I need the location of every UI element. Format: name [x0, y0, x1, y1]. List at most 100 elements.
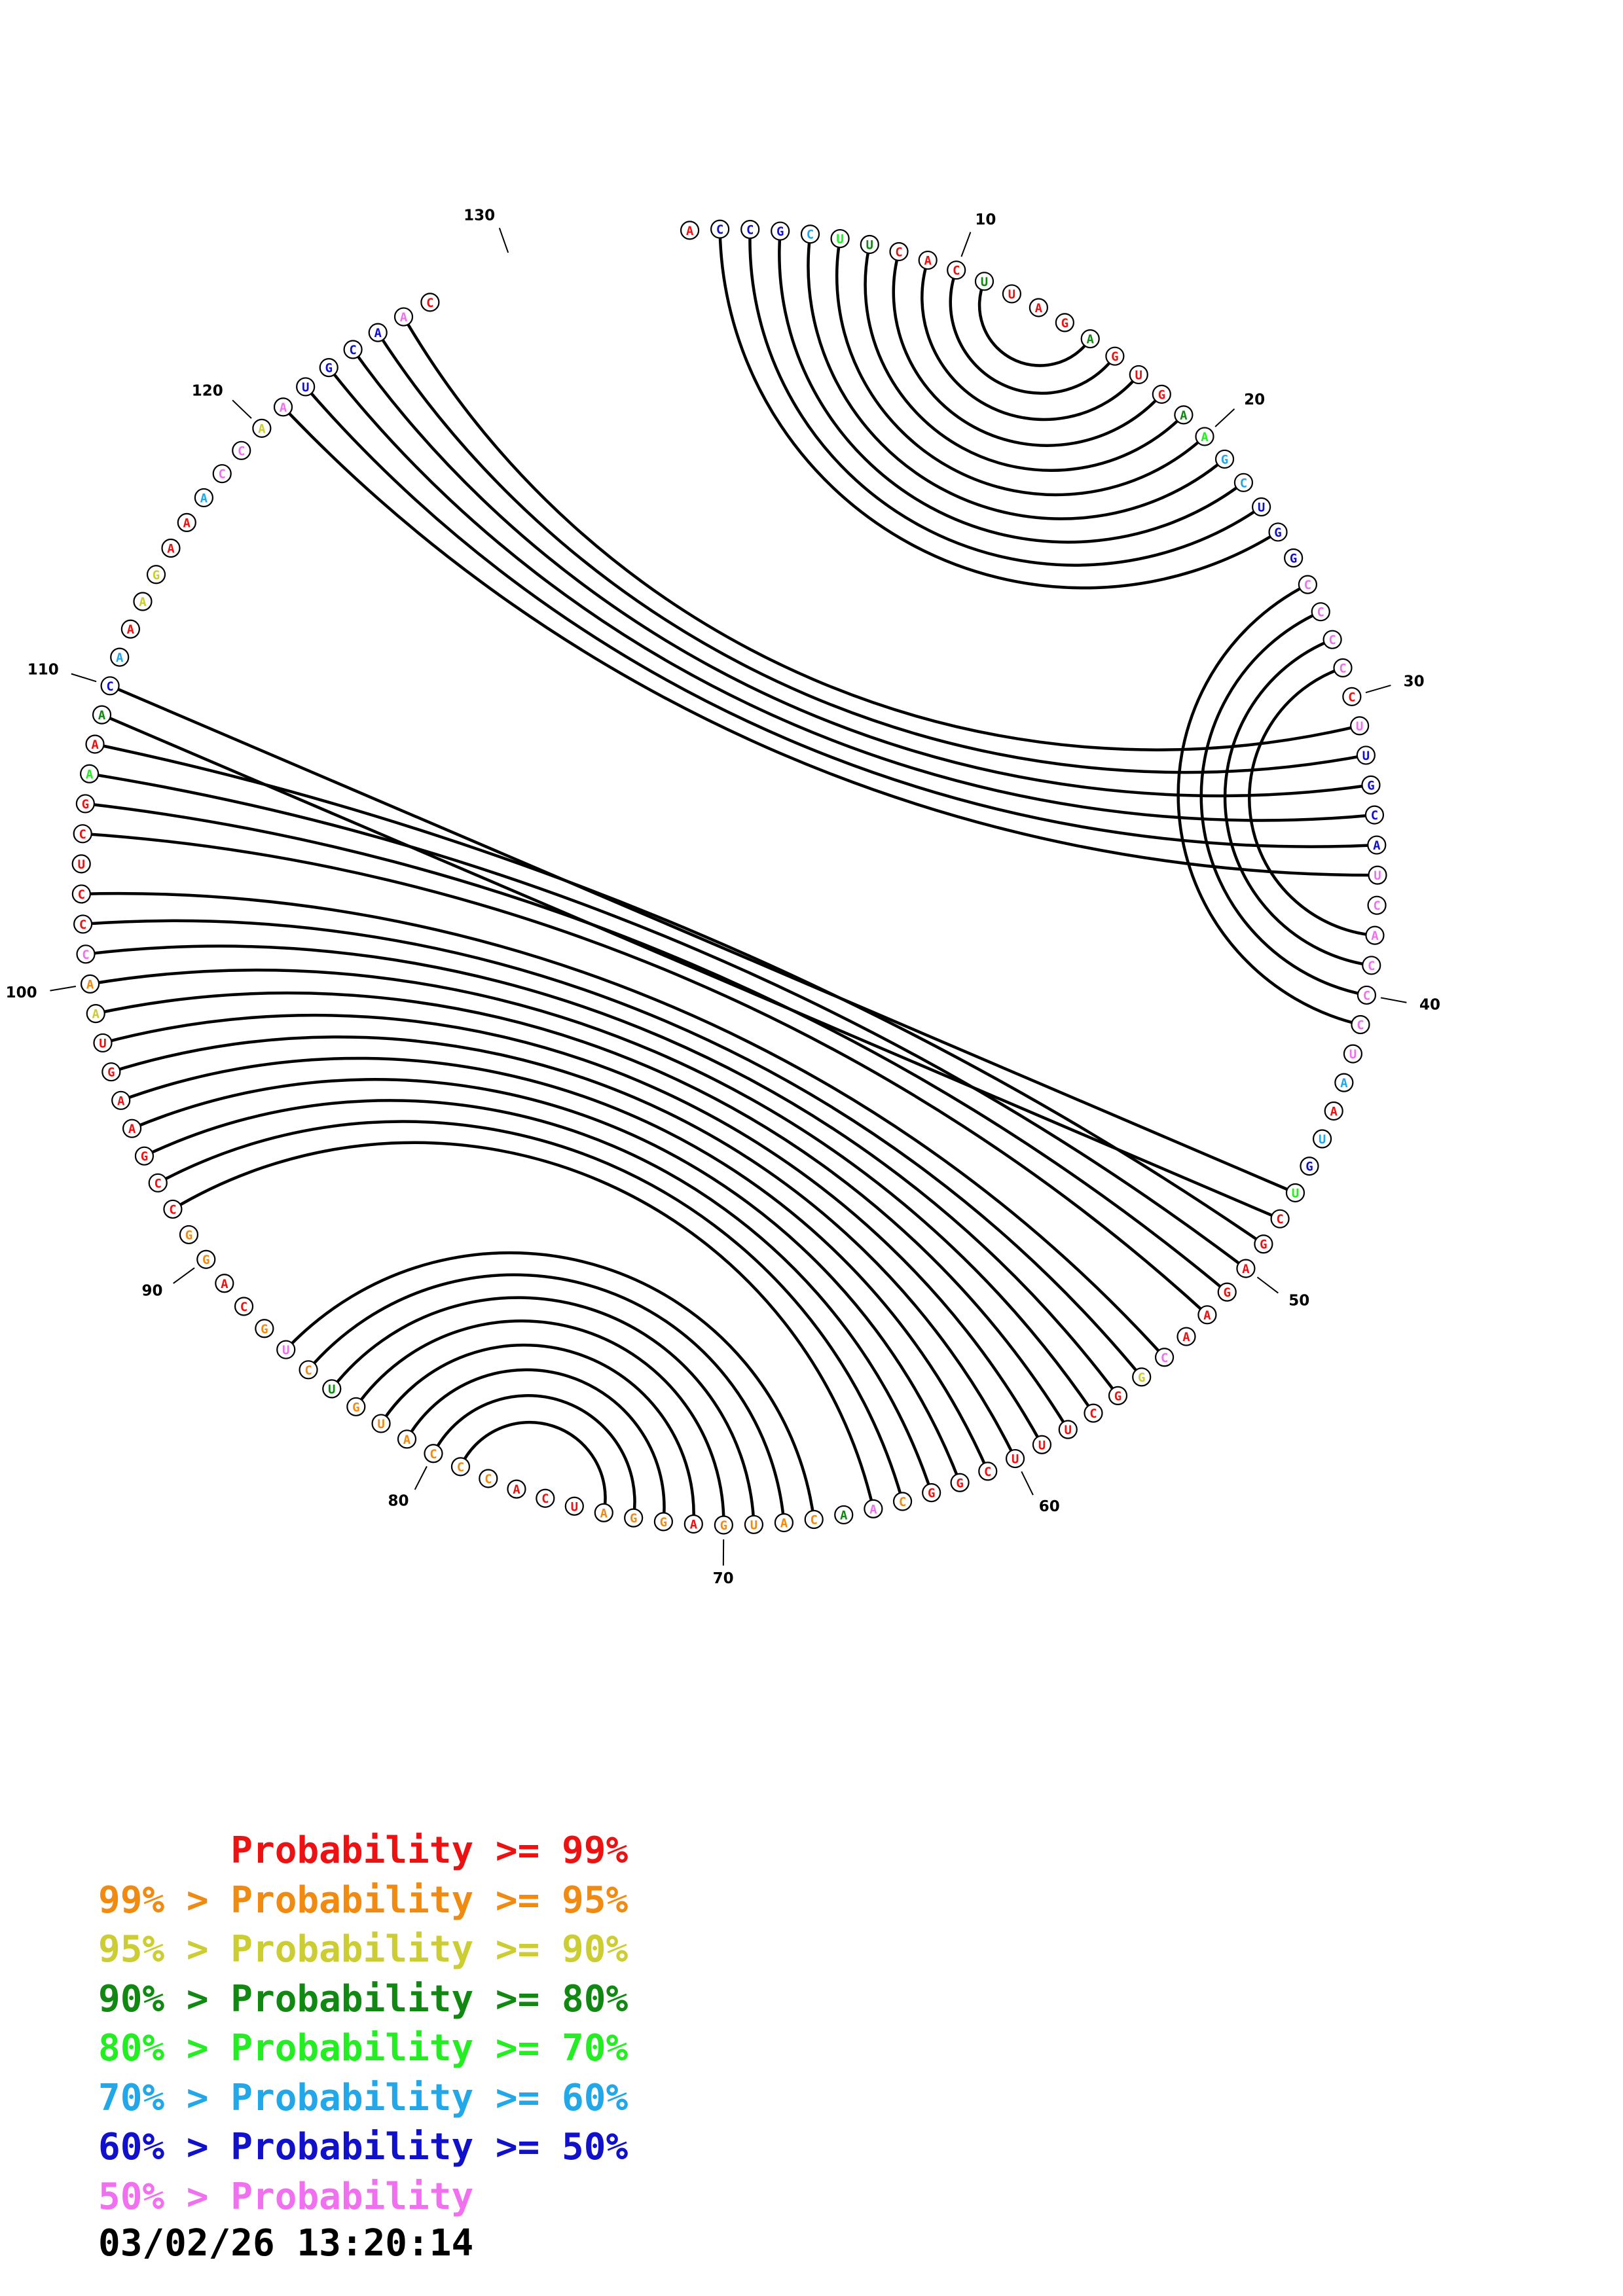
nucleotide-circle	[1029, 298, 1048, 317]
tick-line-40	[1380, 997, 1407, 1003]
legend-prefix: 99% >	[98, 1878, 231, 1922]
nucleotide-letter: C	[1161, 1351, 1168, 1365]
nucleotide-127: C	[420, 293, 440, 312]
legend-row: 70% > Probability >= 60%	[98, 2073, 628, 2123]
nucleotide-letter: U	[1258, 501, 1265, 515]
nucleotide-92: C	[163, 1199, 183, 1219]
nucleotide-circle	[479, 1469, 498, 1488]
nucleotide-letter: C	[1368, 959, 1375, 973]
nucleotide-letter: C	[895, 245, 902, 259]
nucleotide-48: C	[1270, 1209, 1290, 1229]
nucleotide-109: A	[92, 705, 112, 725]
legend-prefix: 60% >	[98, 2126, 231, 2168]
nucleotide-49: G	[1254, 1234, 1273, 1254]
nucleotide-51: G	[1217, 1282, 1237, 1302]
nucleotide-34: C	[1364, 805, 1385, 825]
nucleotide-circle	[86, 1004, 105, 1024]
nucleotide-24: G	[1268, 522, 1288, 542]
nucleotide-letter: G	[202, 1253, 210, 1267]
base-pair-arc-31-126	[402, 315, 1360, 751]
nucleotide-letter: G	[928, 1486, 935, 1501]
nucleotide-circle	[346, 1397, 366, 1416]
nucleotide-45: U	[1312, 1129, 1332, 1149]
nucleotide-120: A	[252, 418, 272, 438]
nucleotide-letter: C	[429, 1447, 437, 1462]
nucleotide-123: G	[319, 358, 338, 378]
nucleotide-circle	[1195, 427, 1214, 446]
nucleotide-letter: C	[716, 223, 723, 237]
legend-suffix: >= 70%	[473, 2027, 629, 2070]
nucleotide-letter: U	[981, 275, 988, 289]
nucleotide-letter: G	[776, 224, 784, 239]
legend-row: 95% > Probability >= 90%	[98, 1925, 628, 1975]
nucleotide-circle	[1252, 497, 1271, 517]
nucleotide-letter: A	[869, 1502, 877, 1516]
nucleotide-35: A	[1367, 835, 1387, 855]
nucleotide-circle	[134, 1146, 155, 1166]
nucleotide-125: A	[368, 323, 388, 342]
base-pair-arc-58-99	[95, 992, 1070, 1431]
tick-label-30: 30	[1404, 673, 1425, 691]
nucleotide-letter: C	[304, 1363, 312, 1378]
base-pair-arc-47-110	[109, 684, 1296, 1194]
nucleotide-117: A	[194, 488, 213, 508]
nucleotide-circle	[71, 854, 91, 874]
nucleotide-circle	[710, 219, 730, 239]
nucleotide-circle	[163, 1199, 183, 1219]
nucleotide-letter: A	[1203, 1308, 1211, 1323]
nucleotide-letter: A	[280, 401, 287, 415]
nucleotide-letter: C	[79, 827, 86, 842]
nucleotide-letter: G	[630, 1511, 637, 1526]
nucleotide-circle	[76, 944, 96, 964]
nucleotide-circle	[120, 619, 140, 639]
nucleotide-letter: A	[167, 542, 175, 556]
nucleotide-circle	[922, 1483, 941, 1503]
base-pair-arc-36-121	[282, 406, 1378, 877]
nucleotide-letter: C	[1348, 690, 1355, 704]
nucleotide-74: A	[594, 1503, 613, 1522]
nucleotide-16: G	[1105, 346, 1125, 366]
nucleotide-circle	[75, 794, 95, 814]
nucleotide-circle	[92, 705, 112, 725]
nucleotide-124: C	[343, 340, 363, 359]
nucleotide-circle	[1214, 449, 1235, 469]
nucleotide-letter: A	[600, 1506, 608, 1520]
nucleotide-letter: G	[153, 568, 160, 583]
nucleotide-circle	[918, 250, 938, 270]
nucleotide-circle	[133, 592, 153, 611]
tick-line-80	[414, 1465, 428, 1490]
nucleotide-letter: G	[1367, 778, 1374, 793]
nucleotide-28: C	[1322, 630, 1342, 649]
nucleotide-25: G	[1284, 548, 1304, 568]
nucleotide-letter: C	[1089, 1407, 1097, 1421]
nucleotide-letter: A	[1340, 1076, 1348, 1090]
nucleotide-circle	[273, 397, 293, 417]
nucleotide-73: G	[624, 1508, 644, 1528]
nucleotide-84: U	[322, 1379, 342, 1399]
legend-suffix: >= 60%	[473, 2076, 629, 2119]
tick-line-100	[50, 986, 77, 992]
nucleotide-letter: G	[1305, 1160, 1313, 1174]
base-pair-arc-3-23	[748, 229, 1262, 567]
nucleotide-letter: U	[836, 232, 843, 247]
legend-label: Probability	[230, 1977, 474, 2020]
legend-label: Probability	[230, 1878, 474, 1922]
nucleotide-36: U	[1368, 865, 1387, 885]
nucleotide-65: A	[864, 1499, 883, 1518]
nucleotide-circle	[393, 307, 414, 327]
nucleotide-circle	[1058, 1420, 1078, 1439]
nucleotide-circle	[624, 1508, 644, 1528]
nucleotide-letter: C	[155, 1176, 162, 1191]
nucleotide-letter: U	[377, 1417, 384, 1431]
base-pair-arc-10-16	[949, 269, 1116, 395]
nucleotide-21: G	[1214, 449, 1235, 469]
nucleotide-85: C	[299, 1360, 318, 1380]
nucleotide-letter: C	[1371, 808, 1378, 823]
tick-line-60	[1021, 1471, 1034, 1496]
tick-label-10: 10	[975, 211, 996, 228]
nucleotide-116: A	[177, 512, 196, 532]
legend-label: Probability	[230, 1829, 474, 1872]
base-pair-arc-48-109	[101, 713, 1281, 1221]
nucleotide-letter: A	[1035, 301, 1043, 315]
nucleotide-circle	[804, 1509, 824, 1530]
